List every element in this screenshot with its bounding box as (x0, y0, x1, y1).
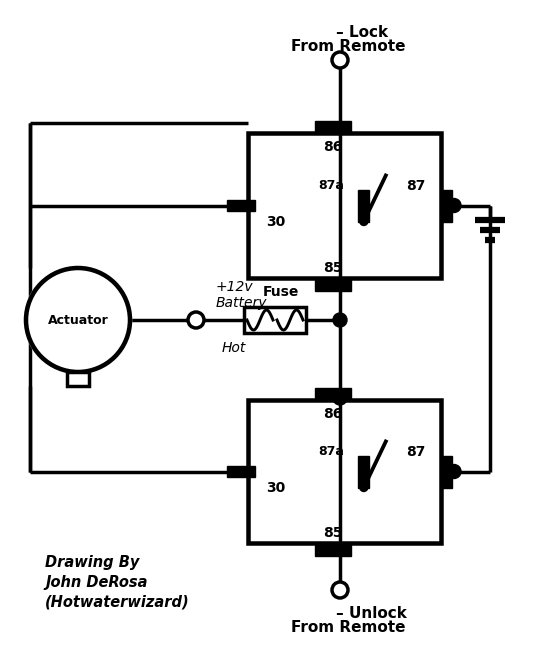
Circle shape (188, 312, 204, 328)
Text: Fuse: Fuse (263, 285, 299, 299)
Circle shape (333, 313, 347, 327)
Bar (67, 372, 89, 386)
Text: 87a: 87a (318, 179, 344, 192)
Text: – Unlock: – Unlock (336, 606, 407, 622)
Text: 85: 85 (323, 526, 343, 540)
Text: Actuator: Actuator (48, 314, 109, 326)
Bar (442, 455, 453, 487)
Bar (315, 387, 351, 399)
Bar (442, 189, 453, 222)
Text: From Remote: From Remote (291, 620, 405, 636)
Bar (227, 200, 255, 211)
Bar (315, 279, 351, 291)
Circle shape (26, 268, 130, 372)
Bar (244, 307, 306, 333)
Bar (359, 455, 369, 487)
Circle shape (332, 52, 348, 68)
Text: 30: 30 (266, 214, 286, 228)
Text: 85: 85 (323, 261, 343, 275)
Text: Hot: Hot (222, 341, 246, 355)
Text: 87: 87 (407, 179, 426, 193)
Bar (315, 120, 351, 132)
Text: 87: 87 (407, 444, 426, 459)
Bar (248, 400, 441, 543)
Circle shape (360, 483, 368, 491)
Bar (359, 189, 369, 222)
Text: – Lock: – Lock (336, 24, 388, 40)
Text: Drawing By
John DeRosa
(Hotwaterwizard): Drawing By John DeRosa (Hotwaterwizard) (45, 555, 190, 610)
Text: 86: 86 (323, 407, 342, 421)
Circle shape (333, 391, 347, 405)
Bar (315, 545, 351, 555)
Circle shape (332, 582, 348, 598)
Text: From Remote: From Remote (291, 38, 405, 54)
Text: 30: 30 (266, 481, 286, 495)
Text: 86: 86 (323, 140, 342, 154)
Circle shape (447, 465, 461, 479)
Text: +12v
Battery: +12v Battery (216, 280, 267, 310)
Bar (227, 466, 255, 477)
Text: 87a: 87a (318, 445, 344, 458)
Circle shape (447, 199, 461, 213)
Circle shape (360, 218, 368, 226)
Bar (248, 133, 441, 278)
